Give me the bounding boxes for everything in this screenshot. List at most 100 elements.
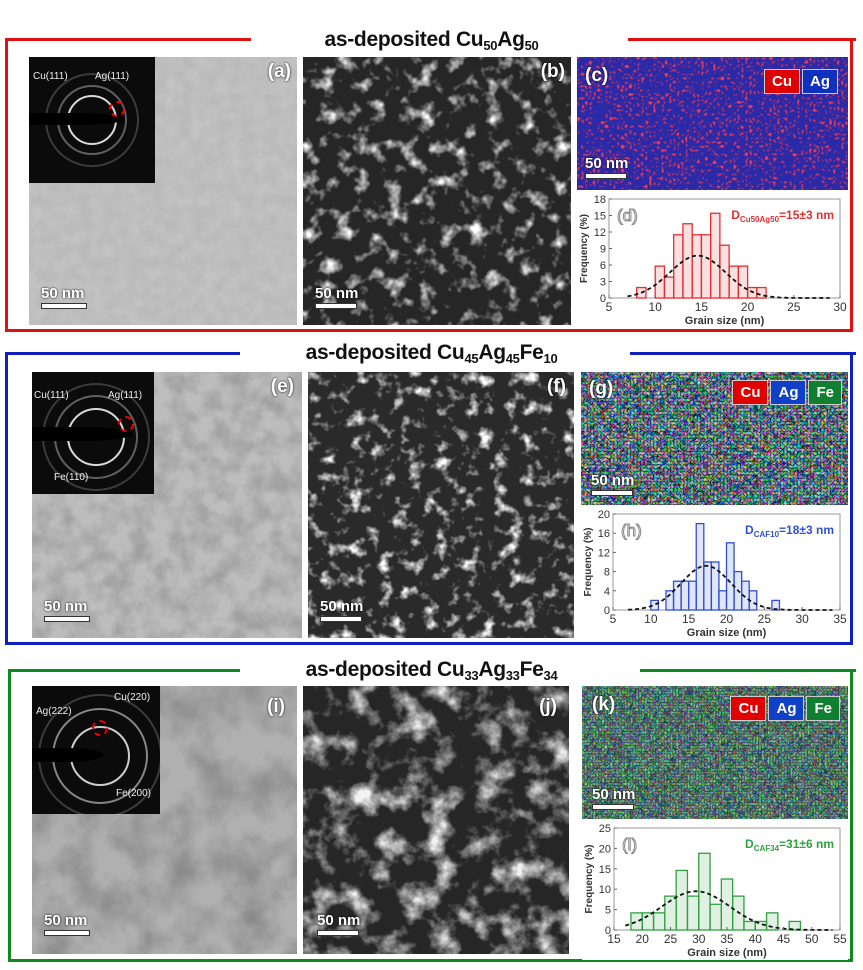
saed-label: Cu(111) <box>33 71 68 82</box>
bright-field-image: Ag(222) Cu(220) Fe(200) (i) 50 nm <box>32 686 297 954</box>
svg-text:16: 16 <box>598 528 610 540</box>
bright-field-image: Cu(111) Ag(111) (a) 50 nm <box>29 57 297 325</box>
svg-text:20: 20 <box>741 300 755 314</box>
svg-text:5: 5 <box>610 612 617 626</box>
svg-text:15: 15 <box>695 300 709 314</box>
scale-bar: 50 nm <box>320 598 363 622</box>
histogram-bar <box>765 912 779 931</box>
row-cu45ag45fe10: as-deposited Cu45Ag45Fe10 Cu(111) Ag(111… <box>0 335 863 650</box>
svg-text:(l): (l) <box>622 835 637 854</box>
svg-text:0: 0 <box>600 293 606 305</box>
histogram-bar <box>665 590 675 611</box>
svg-text:45: 45 <box>777 932 791 946</box>
svg-text:15: 15 <box>682 612 696 626</box>
legend-ag: Ag <box>768 696 805 721</box>
beam-stopper <box>32 748 104 762</box>
histogram-plot: 15 20 25 30 35 40 45 50 55 0 5 10 15 20 25 Grain size (… <box>584 823 847 959</box>
svg-text:30: 30 <box>795 612 809 626</box>
row-cu33ag33fe34: as-deposited Cu33Ag33Fe34 Ag(222) Cu(220… <box>0 650 863 970</box>
selected-ring-marker <box>92 720 108 736</box>
svg-text:40: 40 <box>749 932 763 946</box>
panel-label: (f) <box>547 376 566 397</box>
svg-text:DCAF10=18±3 nm: DCAF10=18±3 nm <box>745 523 834 539</box>
eds-map: (g) Cu Ag Fe 50 nm <box>581 372 848 505</box>
histogram-bar <box>709 903 723 931</box>
histogram-bar <box>756 286 767 299</box>
gaussian-fit-curve <box>627 254 830 299</box>
frame-top-right <box>630 352 856 355</box>
svg-text:0: 0 <box>604 605 610 617</box>
svg-text:15: 15 <box>594 211 606 223</box>
histogram-bar <box>728 265 740 299</box>
saed-label: Cu(111) <box>34 390 69 401</box>
histogram-bar <box>788 920 802 931</box>
beam-stopper <box>29 113 125 125</box>
element-legend: Cu Ag Fe <box>730 696 840 721</box>
svg-text:15: 15 <box>607 932 621 946</box>
histogram-l: 15 20 25 30 35 40 45 50 55 0 5 10 15 20 25 Grain size (… <box>582 822 848 960</box>
svg-text:55: 55 <box>833 932 847 946</box>
svg-text:Grain size (nm): Grain size (nm) <box>687 627 767 639</box>
svg-text:20: 20 <box>636 932 650 946</box>
scale-bar: 50 nm <box>585 155 628 179</box>
bright-field-image: Cu(111) Ag(111) Fe(110) (e) 50 nm <box>32 372 302 638</box>
svg-text:25: 25 <box>787 300 801 314</box>
legend-ag: Ag <box>802 69 838 94</box>
histogram-bar <box>682 223 693 299</box>
legend-cu: Cu <box>732 380 769 405</box>
svg-text:DCAF34=31±6 nm: DCAF34=31±6 nm <box>745 837 834 853</box>
saed-label: Ag(111) <box>108 390 143 401</box>
frame-top-left <box>5 38 251 41</box>
saed-inset: Ag(222) Cu(220) Fe(200) <box>32 686 160 814</box>
svg-text:15: 15 <box>599 864 611 876</box>
element-legend: Cu Ag <box>764 69 838 94</box>
histogram-bar <box>718 590 728 611</box>
scale-bar-label: 50 nm <box>41 285 85 302</box>
df-texture <box>303 57 571 325</box>
svg-text:Frequency (%): Frequency (%) <box>584 845 595 914</box>
gaussian-fit-curve <box>628 564 833 611</box>
panel-label: (c) <box>585 65 609 86</box>
legend-cu: Cu <box>730 696 767 721</box>
row-cu50ag50: as-deposited Cu50Ag50 Cu(111) Ag(111) (a… <box>0 0 863 335</box>
svg-text:3: 3 <box>600 277 606 289</box>
histogram-bar <box>703 561 713 611</box>
frame-top-left <box>5 352 240 355</box>
row-title: as-deposited Cu45Ag45Fe10 <box>305 341 558 366</box>
frame-top-right <box>640 669 856 672</box>
histogram-bar <box>675 869 689 931</box>
histogram-bar <box>743 920 756 931</box>
legend-cu: Cu <box>764 69 800 94</box>
svg-text:0: 0 <box>605 925 611 937</box>
histogram-bar <box>688 580 697 611</box>
saed-label: Cu(220) <box>114 692 151 703</box>
scale-bar: 50 nm <box>591 472 634 496</box>
legend-fe: Fe <box>808 380 842 405</box>
scale-bar: 50 nm <box>44 598 90 622</box>
saed-label: Ag(222) <box>36 706 72 717</box>
svg-text:12: 12 <box>598 547 610 559</box>
histogram-bar <box>710 561 720 611</box>
row-frame <box>5 352 853 645</box>
df-texture <box>303 686 569 954</box>
scale-bar: 50 nm <box>317 912 360 936</box>
scale-bar: 50 nm <box>41 285 87 309</box>
eds-map: (k) Cu Ag Fe 50 nm <box>582 686 848 819</box>
histogram-bar <box>673 234 684 299</box>
scale-bar-label: 50 nm <box>44 598 88 615</box>
row-frame <box>5 38 853 332</box>
frame-top-right <box>628 38 856 41</box>
histogram-h: 5 10 15 20 25 30 35 0 4 8 12 16 20 Grain size (nm) Fre… <box>581 508 848 640</box>
legend-fe: Fe <box>806 696 840 721</box>
svg-text:20: 20 <box>598 509 610 521</box>
df-texture <box>308 372 574 638</box>
selected-ring-marker <box>118 416 134 432</box>
svg-text:(h): (h) <box>621 521 642 540</box>
histogram-bar <box>663 276 675 299</box>
scale-bar-label: 50 nm <box>592 786 636 803</box>
svg-text:Grain size (nm): Grain size (nm) <box>685 315 765 327</box>
svg-text:(d): (d) <box>617 206 638 225</box>
svg-text:35: 35 <box>833 612 847 626</box>
panel-label: (e) <box>270 376 294 397</box>
